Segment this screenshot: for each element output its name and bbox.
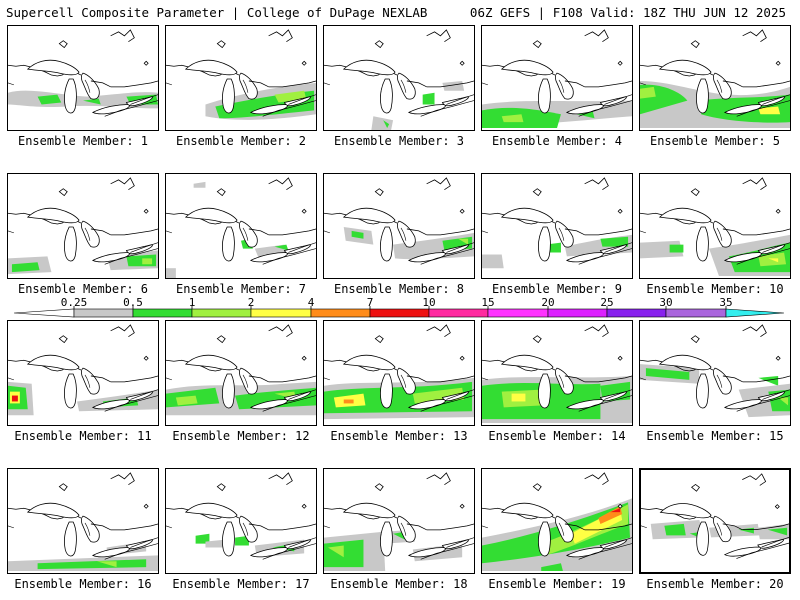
scp-field-map — [324, 177, 474, 265]
colorbar-tick-label: 7 — [366, 296, 374, 309]
ensemble-member-label-20: Ensemble Member: 20 — [646, 577, 784, 591]
scp-field-map — [8, 324, 158, 416]
scp-field-map — [166, 177, 316, 278]
ensemble-member-label-10: Ensemble Member: 10 — [646, 282, 784, 296]
ensemble-member-map-14[interactable] — [481, 320, 633, 426]
scp-field-map — [166, 29, 316, 120]
ensemble-member-label-2: Ensemble Member: 2 — [175, 134, 307, 148]
ensemble-member-map-1[interactable] — [7, 25, 159, 131]
ensemble-member-label-17: Ensemble Member: 17 — [172, 577, 310, 591]
ensemble-member-label-5: Ensemble Member: 5 — [649, 134, 781, 148]
colorbar-segment — [310, 308, 371, 318]
ensemble-member-map-5[interactable] — [639, 25, 791, 131]
ensemble-member-label-8: Ensemble Member: 8 — [333, 282, 465, 296]
colorbar-legend — [13, 306, 785, 318]
colorbar-segment — [665, 308, 727, 318]
scp-field-map — [166, 324, 316, 416]
ensemble-member-label-14: Ensemble Member: 14 — [488, 429, 626, 443]
scp-field-map — [8, 177, 158, 275]
scp-field-map — [8, 472, 158, 572]
ensemble-member-label-6: Ensemble Member: 6 — [17, 282, 149, 296]
scp-field-map — [640, 29, 790, 129]
scp-field-map — [8, 29, 158, 117]
scp-field-map — [482, 324, 632, 424]
ensemble-member-label-13: Ensemble Member: 13 — [330, 429, 468, 443]
colorbar-tick-label: 4 — [307, 296, 315, 309]
colorbar-segment — [725, 308, 785, 318]
map-title: Supercell Composite Parameter | College … — [6, 5, 428, 20]
scp-field-map — [324, 29, 474, 130]
colorbar-segment — [487, 308, 549, 318]
colorbar-tick-label: 30 — [659, 296, 673, 309]
ensemble-member-label-18: Ensemble Member: 18 — [330, 577, 468, 591]
scp-field-map — [482, 472, 632, 572]
ensemble-member-map-3[interactable] — [323, 25, 475, 131]
colorbar-segment — [73, 308, 134, 318]
scp-field-map — [324, 324, 474, 420]
ensemble-member-map-20[interactable] — [639, 468, 791, 574]
colorbar-tick-label: 10 — [422, 296, 436, 309]
colorbar-tick-label: 2 — [247, 296, 255, 309]
ensemble-member-label-12: Ensemble Member: 12 — [172, 429, 310, 443]
ensemble-member-label-1: Ensemble Member: 1 — [17, 134, 149, 148]
colorbar-segment — [13, 308, 75, 318]
ensemble-member-map-12[interactable] — [165, 320, 317, 426]
colorbar-segment — [428, 308, 489, 318]
ensemble-member-map-11[interactable] — [7, 320, 159, 426]
scp-field-map — [482, 177, 632, 269]
ensemble-member-map-19[interactable] — [481, 468, 633, 574]
colorbar-segment — [606, 308, 667, 318]
ensemble-member-label-9: Ensemble Member: 9 — [491, 282, 623, 296]
ensemble-member-label-16: Ensemble Member: 16 — [14, 577, 152, 591]
ensemble-member-label-7: Ensemble Member: 7 — [175, 282, 307, 296]
ensemble-member-map-4[interactable] — [481, 25, 633, 131]
scp-field-map — [166, 472, 316, 560]
colorbar-tick-label: 0.5 — [123, 296, 143, 309]
ensemble-member-label-15: Ensemble Member: 15 — [646, 429, 784, 443]
ensemble-member-map-9[interactable] — [481, 173, 633, 279]
colorbar-tick-label: 20 — [541, 296, 555, 309]
colorbar-segment — [547, 308, 608, 318]
ensemble-member-map-10[interactable] — [639, 173, 791, 279]
run-valid-time: 06Z GEFS | F108 Valid: 18Z THU JUN 12 20… — [469, 5, 786, 20]
scp-field-map — [482, 29, 632, 129]
colorbar-tick-label: 1 — [188, 296, 196, 309]
ensemble-member-map-16[interactable] — [7, 468, 159, 574]
colorbar-segment — [132, 308, 193, 318]
scp-field-map — [641, 473, 789, 559]
colorbar-tick-label: 15 — [481, 296, 495, 309]
ensemble-member-map-6[interactable] — [7, 173, 159, 279]
ensemble-member-map-18[interactable] — [323, 468, 475, 574]
colorbar-tick-label: 25 — [600, 296, 614, 309]
ensemble-member-map-17[interactable] — [165, 468, 317, 574]
ensemble-member-label-3: Ensemble Member: 3 — [333, 134, 465, 148]
scp-field-map — [640, 177, 790, 277]
ensemble-member-map-15[interactable] — [639, 320, 791, 426]
ensemble-member-label-19: Ensemble Member: 19 — [488, 577, 626, 591]
ensemble-member-map-13[interactable] — [323, 320, 475, 426]
colorbar-segment — [250, 308, 312, 318]
ensemble-member-label-11: Ensemble Member: 11 — [14, 429, 152, 443]
colorbar-segment — [369, 308, 430, 318]
ensemble-member-map-2[interactable] — [165, 25, 317, 131]
ensemble-member-map-7[interactable] — [165, 173, 317, 279]
colorbar-segment — [191, 308, 252, 318]
colorbar-tick-label: 35 — [719, 296, 733, 309]
ensemble-member-map-8[interactable] — [323, 173, 475, 279]
scp-field-map — [324, 472, 474, 572]
ensemble-member-label-4: Ensemble Member: 4 — [491, 134, 623, 148]
colorbar-tick-label: 0.25 — [60, 296, 88, 309]
scp-field-map — [640, 324, 790, 418]
